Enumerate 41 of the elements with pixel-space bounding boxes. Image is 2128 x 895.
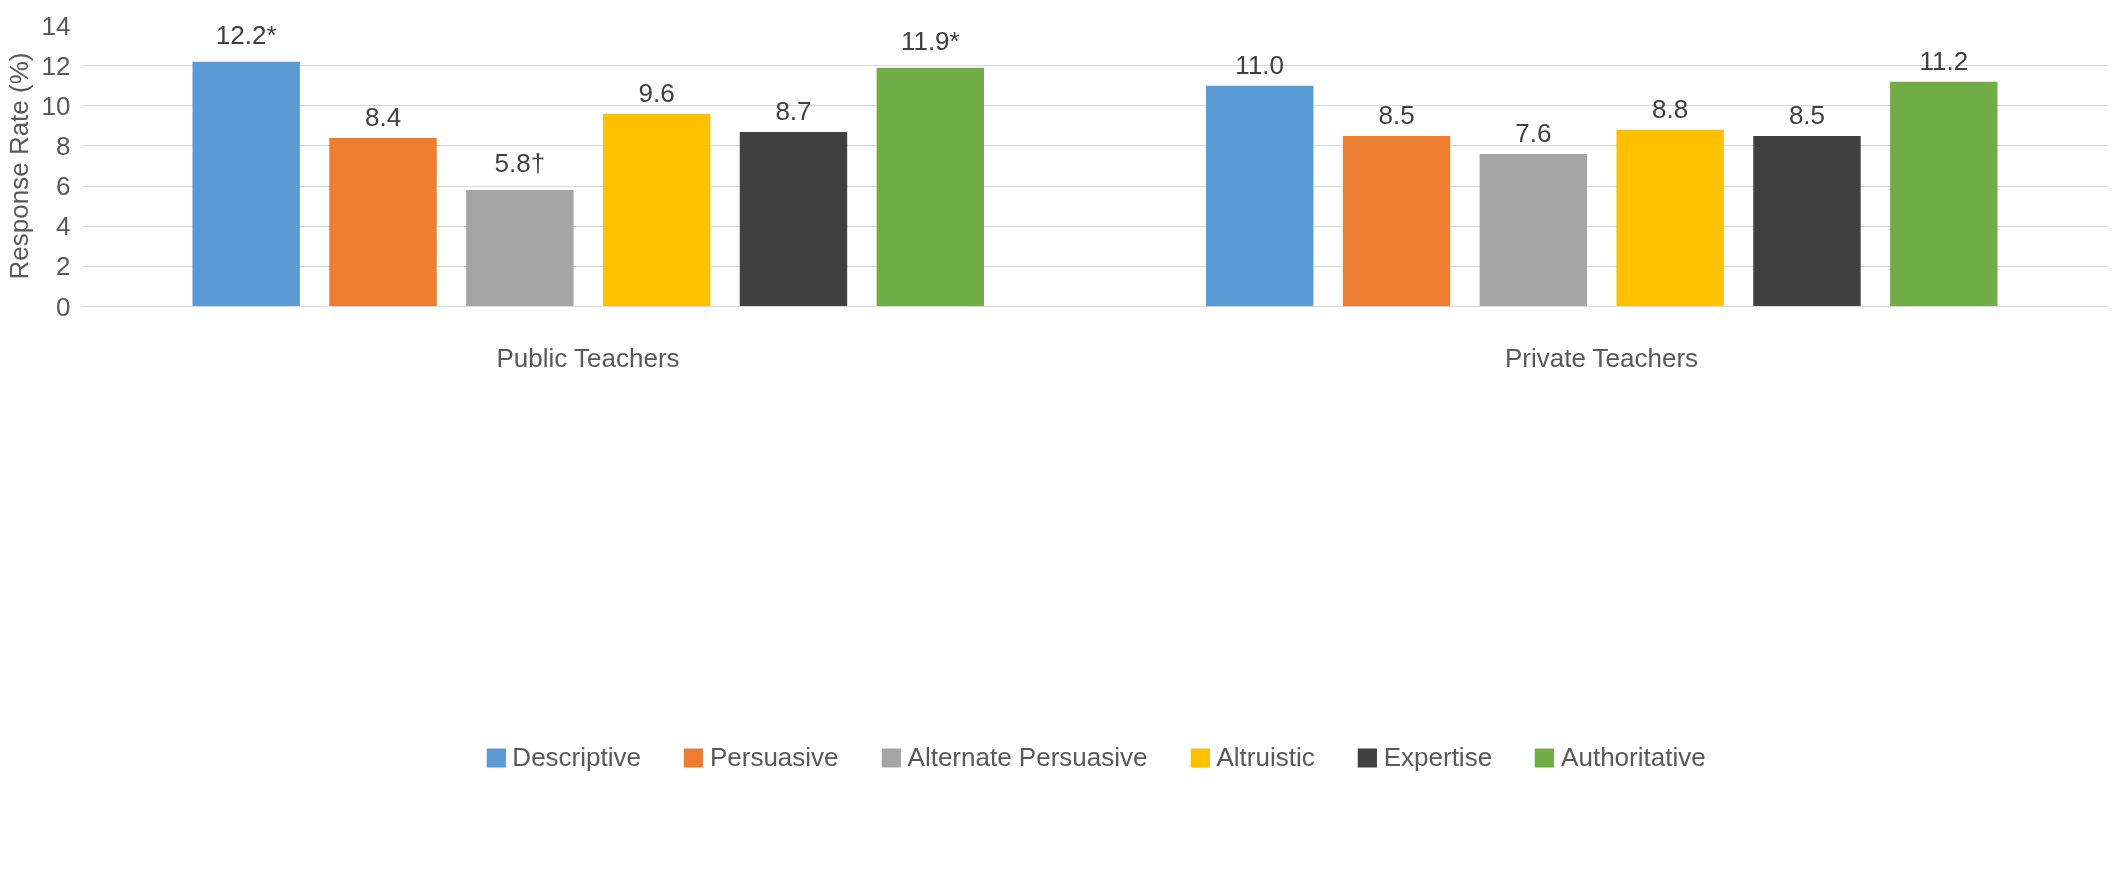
bar [1479, 153, 1588, 307]
y-tick-label: 0 [56, 291, 71, 322]
y-tick-label: 4 [56, 211, 71, 242]
data-label: 7.6 [1515, 117, 1552, 148]
legend-label: Alternate Persuasive [907, 741, 1148, 773]
data-label: 8.5 [1378, 99, 1415, 130]
legend-label: Expertise [1383, 741, 1493, 773]
bar [192, 61, 300, 307]
y-tick-label: 8 [56, 130, 71, 161]
y-tick-label: 10 [41, 90, 71, 121]
data-label: 8.7 [775, 95, 812, 126]
bar [1753, 135, 1861, 307]
bar [1890, 81, 1998, 307]
y-tick-label: 6 [56, 171, 71, 202]
y-tick-label: 2 [56, 251, 71, 282]
legend-label: Descriptive [512, 741, 641, 773]
bar [1205, 85, 1314, 307]
data-label: 11.9* [900, 25, 960, 56]
data-label: 12.2* [215, 19, 277, 50]
bar [466, 190, 574, 307]
legend-label: Persuasive [709, 741, 839, 773]
y-axis-title: Response Rate (%) [3, 52, 34, 280]
bar [876, 67, 985, 307]
y-tick-label: 12 [41, 50, 71, 81]
data-label: 5.8† [494, 148, 546, 179]
data-label: 9.6 [638, 77, 675, 108]
bar [329, 137, 437, 307]
y-tick-label: 14 [41, 10, 71, 41]
bar [602, 113, 711, 307]
bar [1342, 135, 1451, 307]
data-label: 8.5 [1788, 99, 1826, 130]
data-label: 8.8 [1652, 93, 1689, 124]
bar [1616, 129, 1724, 307]
legend-label: Authoritative [1561, 741, 1706, 773]
data-label: 8.4 [364, 101, 402, 132]
data-label: 11.0 [1235, 49, 1285, 80]
bar [739, 131, 848, 307]
x-tick-label: Public Teachers [496, 342, 680, 373]
x-tick-label: Private Teachers [1504, 342, 1699, 373]
legend-label: Altruistic [1216, 741, 1315, 773]
data-label: 11.2 [1919, 45, 1969, 76]
